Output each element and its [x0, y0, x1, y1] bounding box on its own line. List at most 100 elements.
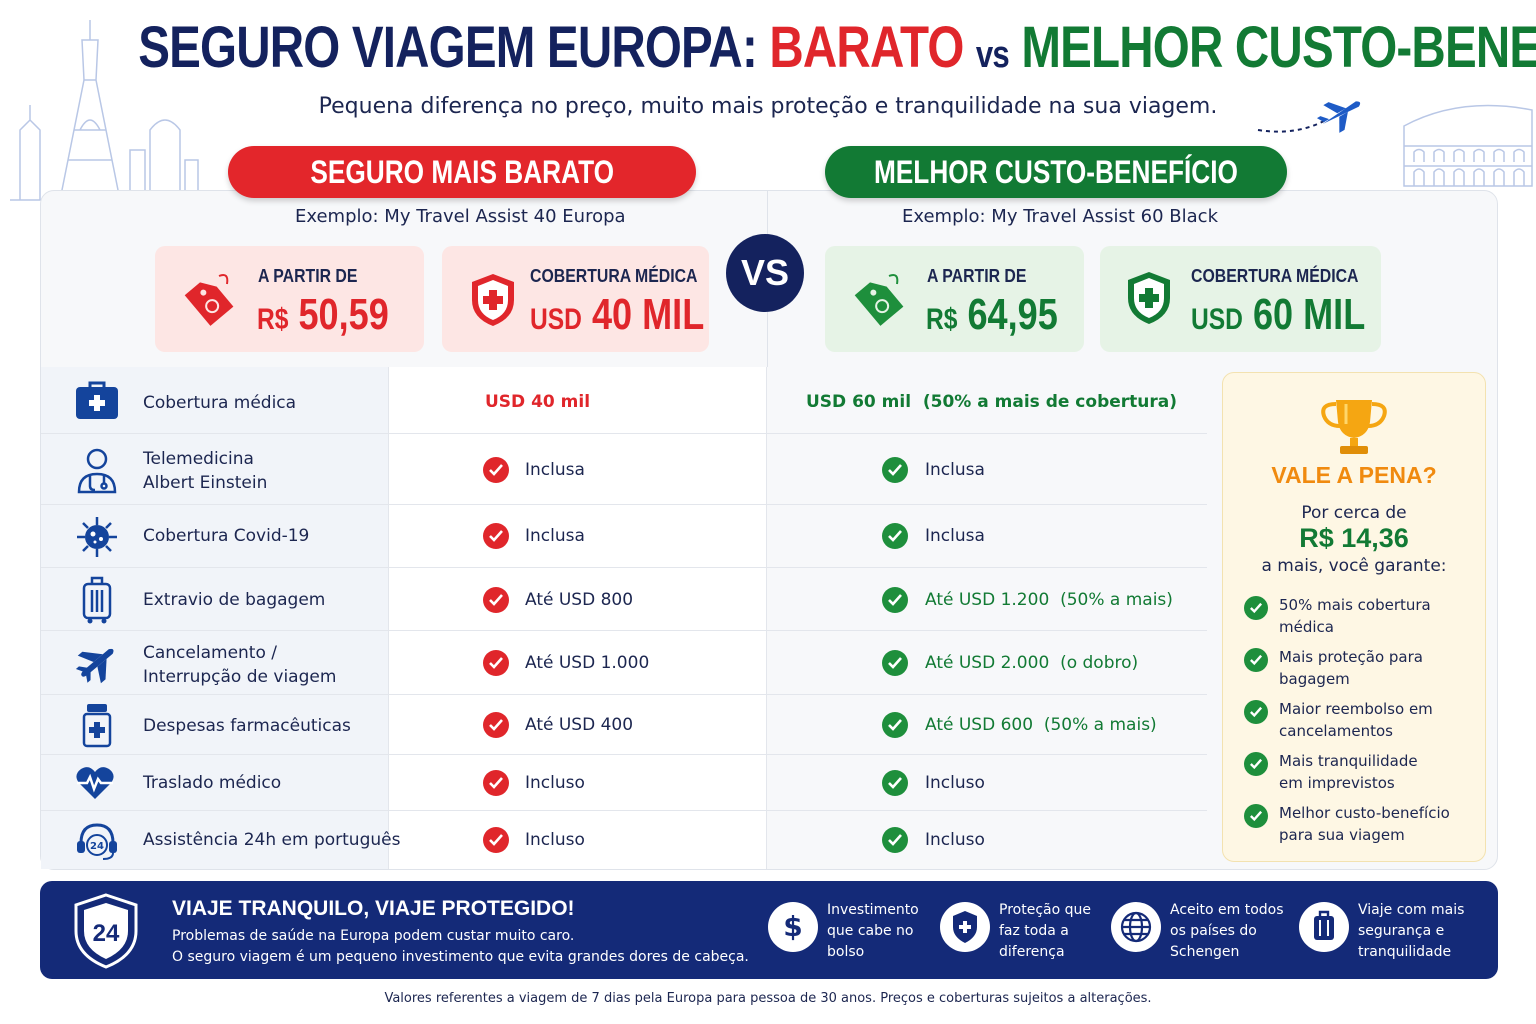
- title-vs: vs: [975, 34, 1010, 76]
- feature-text: Investimento que cabe no bolso: [827, 902, 919, 960]
- best-value: Incluso: [925, 773, 985, 793]
- cheap-value: Incluso: [525, 830, 585, 850]
- cheap-coverage-value: USD 40 MIL: [530, 290, 705, 339]
- best-value: Até USD 1.200 (50% a mais): [925, 590, 1173, 610]
- cheap-price-value: R$ 50,59: [257, 290, 389, 339]
- comparison-table: Cobertura médica USD 40 mil USD 60 mil (…: [41, 367, 1207, 869]
- feature-text: Aceito em todos os países do Schengen: [1170, 902, 1284, 960]
- best-example: Exemplo: My Travel Assist 60 Black: [902, 206, 1218, 227]
- shield-cross-icon: [472, 274, 514, 326]
- best-coverage-label: COBERTURA MÉDICA: [1191, 266, 1359, 286]
- check-icon: [882, 523, 908, 549]
- trophy-icon: [1321, 400, 1387, 454]
- best-price-label: A PARTIR DE: [927, 266, 1027, 286]
- cheap-price-label: A PARTIR DE: [258, 266, 358, 286]
- table-row: Telemedicina Albert Einstein Inclusa Incl…: [41, 433, 1207, 504]
- luggage-icon: [82, 576, 112, 624]
- row-label: Cobertura Covid-19: [143, 526, 310, 546]
- suitcase-icon: [1299, 902, 1349, 952]
- best-coverage-card: COBERTURA MÉDICA USD 60 MIL: [1100, 246, 1381, 352]
- check-icon: [483, 770, 509, 796]
- check-icon: [882, 827, 908, 853]
- title-part1: SEGURO VIAGEM EUROPA:: [138, 15, 758, 80]
- title-cheap: BARATO: [769, 15, 964, 80]
- table-row: Despesas farmacêuticas Até USD 400 Até U…: [41, 694, 1207, 754]
- best-value: Até USD 2.000 (o dobro): [925, 653, 1139, 673]
- table-row: Cobertura Covid-19 Inclusa Inclusa: [41, 504, 1207, 567]
- best-price-card: A PARTIR DE R$ 64,95: [825, 246, 1084, 352]
- vs-badge: VS: [726, 234, 804, 312]
- check-icon: [882, 650, 908, 676]
- best-value: USD 60 mil (50% a mais de cobertura): [806, 392, 1178, 412]
- check-icon: [1244, 700, 1268, 724]
- cheap-coverage-card: COBERTURA MÉDICA USD 40 MIL: [442, 246, 709, 352]
- feature-text: Proteção que faz toda a diferença: [999, 902, 1091, 960]
- check-icon: [882, 457, 908, 483]
- check-icon: [483, 523, 509, 549]
- page-title: SEGURO VIAGEM EUROPA: BARATO vs MELHOR C…: [138, 14, 1536, 81]
- check-icon: [882, 770, 908, 796]
- banner-text-line1: Problemas de saúde na Europa podem custa…: [172, 928, 575, 944]
- cheap-price-card: A PARTIR DE R$ 50,59: [155, 246, 424, 352]
- best-value: Inclusa: [925, 460, 985, 480]
- worth-it-line2: a mais, você garante:: [1261, 556, 1447, 576]
- row-label: Extravio de bagagem: [143, 590, 326, 610]
- cheap-coverage-label: COBERTURA MÉDICA: [530, 266, 698, 286]
- check-icon: [1244, 752, 1268, 776]
- check-icon: [483, 650, 509, 676]
- feature-text: Viaje com mais segurança e tranquilidade: [1358, 902, 1465, 960]
- row-label: Cancelamento / Interrupção de viagem: [143, 643, 337, 687]
- footnote: Valores referentes a viagem de 7 dias pe…: [384, 991, 1152, 1006]
- title-best: MELHOR CUSTO-BENEFÍCIO: [1021, 15, 1536, 80]
- worth-it-line1: Por cerca de: [1301, 503, 1407, 523]
- cheap-example: Exemplo: My Travel Assist 40 Europa: [295, 206, 626, 227]
- medical-kit-icon: [76, 381, 118, 419]
- check-icon: [1244, 648, 1268, 672]
- cheap-value: Inclusa: [525, 460, 585, 480]
- cheap-value: Até USD 400: [525, 715, 634, 735]
- airplane-icon: [75, 648, 114, 684]
- row-label: Assistência 24h em português: [143, 830, 401, 850]
- airplane-decoration-icon: [1257, 101, 1361, 133]
- doctor-icon: [77, 448, 117, 494]
- table-row: Extravio de bagagem Até USD 800 Até USD …: [41, 567, 1207, 630]
- row-label: Traslado médico: [143, 773, 282, 793]
- svg-text:24: 24: [90, 841, 104, 852]
- row-label: Telemedicina Albert Einstein: [143, 449, 268, 493]
- cheap-value: Inclusa: [525, 526, 585, 546]
- colosseum-illustration: [1403, 104, 1533, 187]
- check-icon: [882, 712, 908, 738]
- svg-text:$: $: [783, 910, 802, 943]
- price-tag-icon: [854, 274, 904, 326]
- cheap-value: USD 40 mil: [485, 392, 591, 412]
- svg-text:24: 24: [93, 920, 120, 947]
- worth-it-title: VALE A PENA?: [1271, 462, 1437, 488]
- table-row: Cancelamento / Interrupção de viagem Até …: [41, 630, 1207, 694]
- page-subtitle: Pequena diferença no preço, muito mais p…: [318, 94, 1218, 119]
- table-row: Cobertura médica USD 40 mil USD 60 mil (…: [41, 367, 1207, 433]
- headset-24h-icon: 24: [77, 823, 117, 860]
- banner-title: VIAJE TRANQUILO, VIAJE PROTEGIDO!: [172, 897, 575, 920]
- best-value: Até USD 600 (50% a mais): [925, 715, 1157, 735]
- price-tag-icon: [184, 274, 234, 326]
- check-icon: [882, 587, 908, 613]
- cheap-plan-header: SEGURO MAIS BARATO: [228, 146, 696, 198]
- shield-24h-icon: 24: [74, 893, 138, 969]
- shield-cross-icon: [1128, 272, 1170, 324]
- cheap-value: Até USD 800: [525, 590, 634, 610]
- best-plan-header: MELHOR CUSTO-BENEFÍCIO: [825, 146, 1287, 198]
- banner-text-line2: O seguro viagem é um pequeno investiment…: [172, 949, 749, 965]
- virus-icon: [77, 517, 117, 557]
- check-icon: [1244, 596, 1268, 620]
- check-icon: [483, 457, 509, 483]
- globe-icon: [1111, 902, 1161, 952]
- cheap-value: Até USD 1.000: [525, 653, 650, 673]
- check-icon: [483, 827, 509, 853]
- cheap-value: Incluso: [525, 773, 585, 793]
- best-coverage-value: USD 60 MIL: [1191, 290, 1366, 339]
- shield-plus-icon: [940, 902, 990, 952]
- row-label: Cobertura médica: [143, 393, 297, 413]
- best-value: Incluso: [925, 830, 985, 850]
- table-row: Traslado médico Incluso Incluso: [41, 754, 1207, 810]
- worth-it-price: R$ 14,36: [1299, 523, 1409, 553]
